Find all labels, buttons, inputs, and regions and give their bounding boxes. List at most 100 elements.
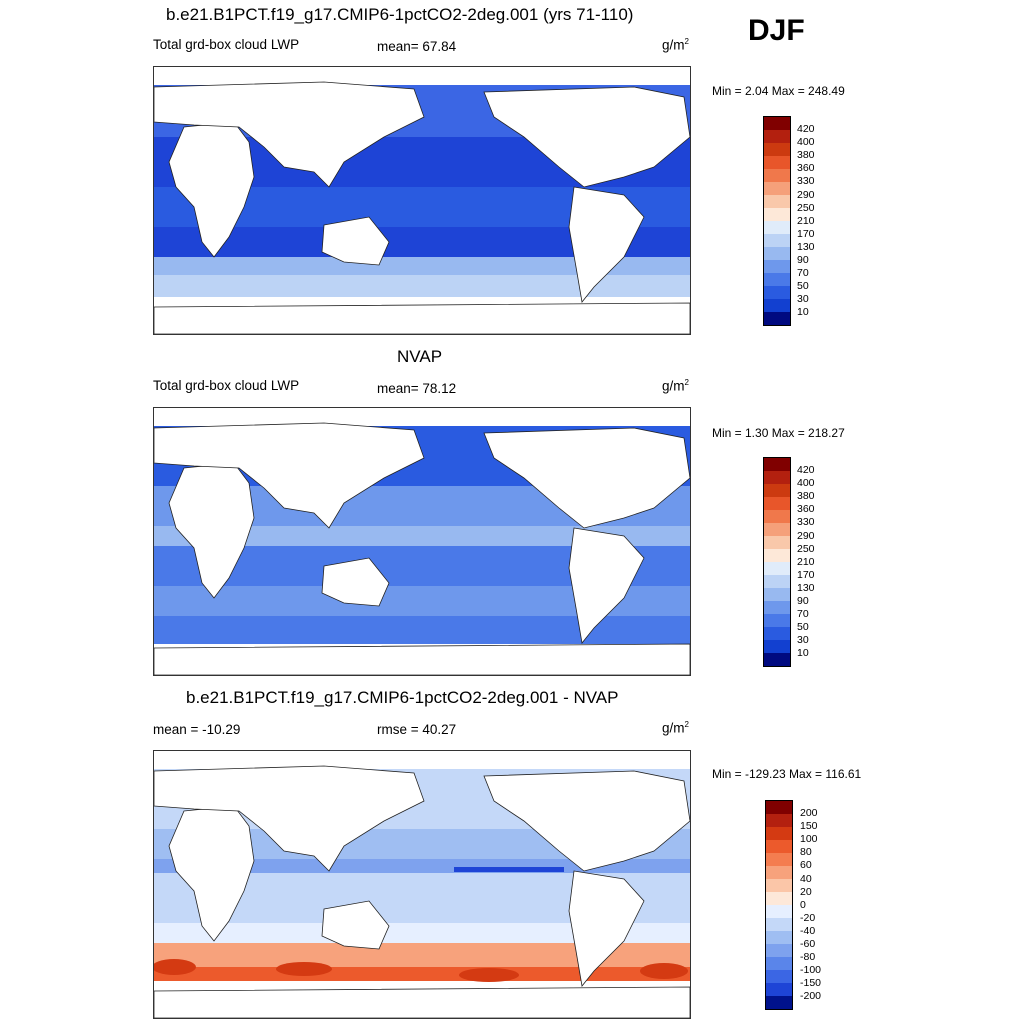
- colorbar-swatch: [764, 234, 790, 247]
- colorbar-label: -100: [800, 964, 822, 977]
- panel2-title: NVAP: [397, 347, 443, 366]
- colorbar-swatch: [764, 247, 790, 260]
- panel2-center-label: mean= 78.12: [377, 381, 457, 396]
- colorbar-swatch: [764, 273, 790, 286]
- colorbar-swatch: [764, 536, 790, 549]
- colorbar-label: 70: [797, 267, 809, 280]
- colorbar-swatch: [764, 601, 790, 614]
- field-band: [154, 616, 690, 644]
- panel1-left-label: Total grd-box cloud LWP: [153, 37, 300, 52]
- panel3-colorbar: [765, 800, 793, 1010]
- landmass-africa: [168, 121, 255, 258]
- panel1-map: [153, 66, 691, 335]
- landmass-australia: [321, 216, 390, 266]
- anomaly-patch: [276, 962, 332, 976]
- colorbar-label: 30: [797, 293, 809, 306]
- colorbar-swatch: [766, 918, 792, 931]
- panel1-map-svg: [154, 67, 690, 334]
- colorbar-label: 290: [797, 188, 815, 201]
- panel3-minmax: Min = -129.23 Max = 116.61: [712, 767, 862, 781]
- colorbar-label: 170: [797, 568, 815, 581]
- colorbar-swatch: [764, 299, 790, 312]
- colorbar-label: 30: [797, 634, 809, 647]
- colorbar-label: 10: [797, 306, 809, 319]
- colorbar-label: 360: [797, 503, 815, 516]
- colorbar-label: -40: [800, 924, 816, 937]
- colorbar-label: 290: [797, 529, 815, 542]
- colorbar-label: 60: [800, 859, 812, 872]
- colorbar-swatch: [764, 312, 790, 325]
- colorbar-swatch: [764, 169, 790, 182]
- landmass-antarctica: [154, 643, 690, 675]
- panel3-center-label: rmse = 40.27: [377, 722, 457, 737]
- anomaly-patch: [459, 968, 519, 982]
- panel1-title: b.e21.B1PCT.f19_g17.CMIP6-1pctCO2-2deg.0…: [166, 5, 634, 24]
- colorbar-label: 10: [797, 647, 809, 660]
- colorbar-swatch: [766, 879, 792, 892]
- colorbar-label: 90: [797, 595, 809, 607]
- colorbar-swatch: [766, 853, 792, 866]
- landmass-antarctica: [154, 302, 690, 334]
- colorbar-label: 250: [797, 201, 815, 214]
- colorbar-label: 380: [797, 149, 815, 162]
- field-band: [154, 275, 690, 297]
- colorbar-swatch: [764, 458, 790, 471]
- panel2-map-svg: [154, 408, 690, 675]
- colorbar-swatch: [766, 944, 792, 957]
- field-band: [154, 526, 690, 546]
- colorbar-swatch: [766, 957, 792, 970]
- colorbar-swatch: [766, 827, 792, 840]
- colorbar-swatch: [764, 614, 790, 627]
- colorbar-label: 150: [800, 820, 818, 833]
- colorbar-swatch: [764, 640, 790, 653]
- colorbar-label: 420: [797, 464, 815, 476]
- anomaly-patch: [454, 867, 564, 872]
- panel1-colorbar: [763, 116, 791, 326]
- colorbar-swatch: [766, 931, 792, 944]
- colorbar-swatch: [766, 801, 792, 814]
- field-band: [154, 967, 690, 981]
- colorbar-swatch: [764, 471, 790, 484]
- panel1-minmax: Min = 2.04 Max = 248.49: [712, 84, 845, 98]
- colorbar-swatch: [764, 117, 790, 130]
- season-label: DJF: [748, 14, 805, 47]
- colorbar-label: -20: [800, 911, 816, 924]
- colorbar-label: 100: [800, 833, 818, 846]
- panel2-colorbar: [763, 457, 791, 667]
- colorbar-swatch: [764, 653, 790, 666]
- colorbar-swatch: [764, 497, 790, 510]
- colorbar-label: 20: [800, 885, 812, 898]
- landmass-australia: [321, 900, 390, 950]
- colorbar-swatch: [764, 208, 790, 221]
- landmass-antarctica: [154, 986, 690, 1018]
- landmass-africa: [168, 805, 255, 942]
- colorbar-swatch: [764, 562, 790, 575]
- landmass-south-america: [568, 870, 645, 987]
- colorbar-swatch: [764, 523, 790, 536]
- colorbar-label: 420: [797, 123, 815, 135]
- colorbar-swatch: [766, 983, 792, 996]
- colorbar-label: 0: [800, 898, 806, 911]
- colorbar-swatch: [764, 156, 790, 169]
- panel2-units: g/m2: [662, 378, 689, 394]
- colorbar-swatch: [764, 143, 790, 156]
- panel1-center-label: mean= 67.84: [377, 39, 457, 54]
- colorbar-label: 210: [797, 214, 815, 227]
- colorbar-label: 40: [800, 872, 812, 885]
- field-band: [154, 257, 690, 275]
- colorbar-swatch: [764, 182, 790, 195]
- colorbar-swatch: [766, 866, 792, 879]
- colorbar-label: -150: [800, 977, 822, 990]
- colorbar-swatch: [764, 195, 790, 208]
- panel3-left-label: mean = -10.29: [153, 722, 241, 737]
- colorbar-swatch: [766, 970, 792, 983]
- colorbar-label: 360: [797, 162, 815, 175]
- colorbar-label: 80: [800, 846, 812, 859]
- colorbar-swatch: [766, 905, 792, 918]
- colorbar-swatch: [764, 484, 790, 497]
- colorbar-label: 250: [797, 542, 815, 555]
- landmass-south-america: [568, 527, 645, 644]
- landmass-australia: [321, 557, 390, 607]
- landmass-north-america: [483, 427, 690, 529]
- colorbar-label: 380: [797, 490, 815, 503]
